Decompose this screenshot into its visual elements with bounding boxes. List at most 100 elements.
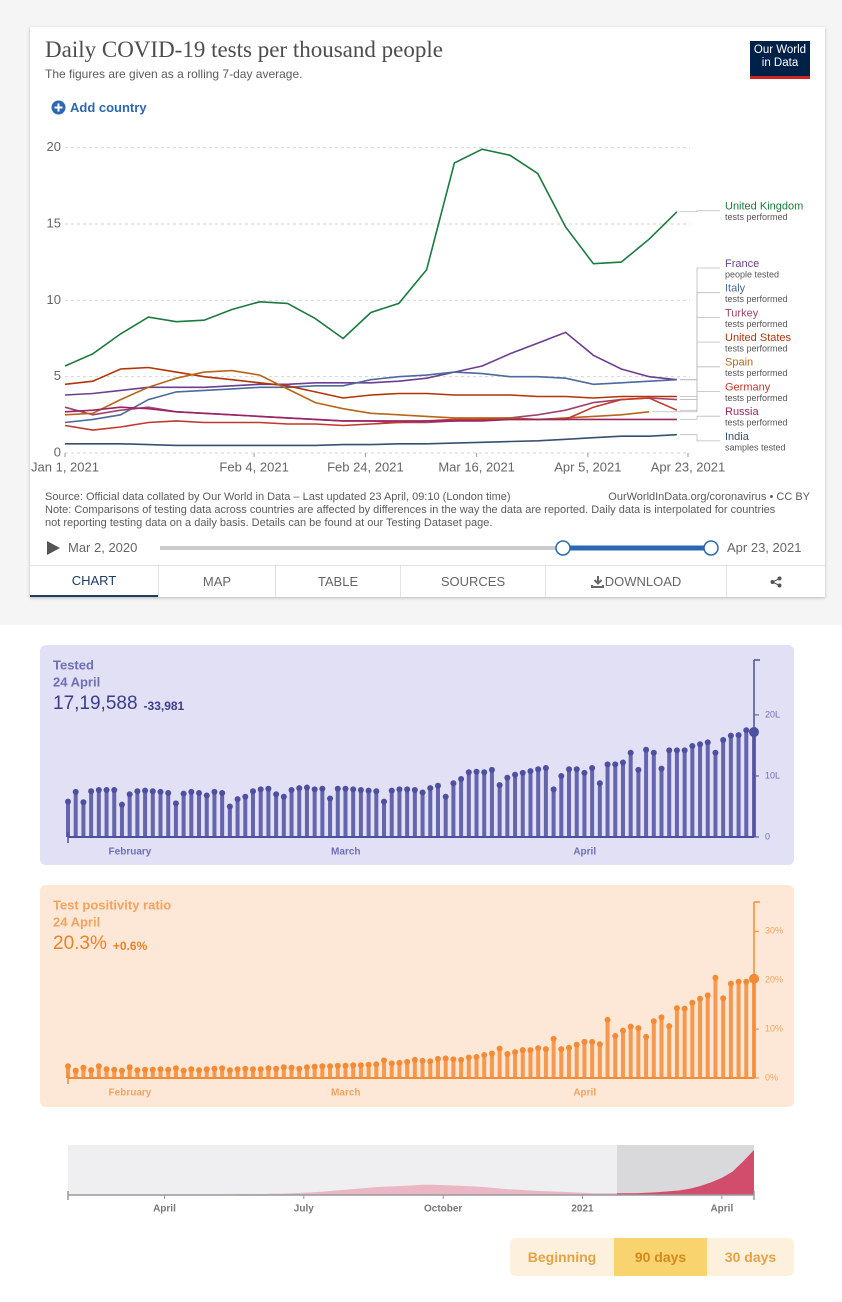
bar: [620, 1030, 625, 1078]
y-tick-label: 30%: [765, 926, 783, 936]
bar: [189, 1069, 194, 1078]
bar: [551, 1038, 556, 1078]
panel-change: -33,981: [144, 699, 185, 713]
bar: [112, 790, 117, 837]
bar: [682, 750, 687, 837]
bar-dot: [434, 1055, 441, 1062]
bar-dot: [311, 1063, 318, 1070]
x-tick-label: 2021: [571, 1204, 594, 1215]
bar-dot: [673, 747, 680, 754]
bar-dot: [257, 1066, 264, 1073]
bar-dot: [627, 1023, 634, 1030]
bar: [513, 774, 518, 837]
range-button[interactable]: 30 days: [707, 1238, 794, 1276]
bar-dot: [749, 973, 759, 984]
line-series: [64, 148, 678, 367]
range-button[interactable]: Beginning: [510, 1238, 614, 1276]
bar-dot: [619, 1027, 626, 1034]
tab[interactable]: DOWNLOAD: [545, 566, 726, 597]
play-button[interactable]: [45, 540, 61, 556]
bar: [358, 1065, 363, 1078]
bar: [574, 1044, 579, 1078]
bar: [651, 1021, 656, 1078]
bar: [474, 771, 479, 837]
bar: [312, 1066, 317, 1078]
bar: [320, 1066, 325, 1078]
bar: [744, 730, 749, 837]
tab-label: MAP: [202, 574, 232, 589]
bar-dot: [658, 1014, 665, 1021]
bar-dot: [172, 1065, 179, 1072]
bar: [135, 791, 140, 837]
bar-dot: [442, 1055, 449, 1062]
bar: [304, 787, 309, 837]
bar-dot: [350, 786, 357, 793]
bar: [636, 1028, 641, 1078]
bar-dot: [743, 978, 750, 985]
bar: [551, 789, 556, 837]
bar: [158, 791, 163, 837]
bar-dot: [303, 784, 310, 791]
bar-dot: [342, 1062, 349, 1069]
bar: [197, 793, 202, 837]
bar: [659, 768, 664, 837]
bar-dot: [535, 766, 542, 773]
bar-dot: [334, 1062, 341, 1069]
y-tick-label: 10%: [765, 1023, 783, 1033]
plus-icon: [51, 100, 66, 115]
bar: [89, 1070, 94, 1078]
bar-dot: [396, 1059, 403, 1066]
bar: [574, 769, 579, 837]
range-button[interactable]: 90 days: [614, 1238, 707, 1276]
bar: [705, 995, 710, 1078]
bar: [528, 771, 533, 837]
tab[interactable]: TABLE: [275, 566, 400, 597]
bar: [104, 790, 109, 837]
bar-dot: [196, 790, 203, 797]
bar-dot: [566, 1044, 573, 1051]
bar: [328, 1066, 333, 1078]
bar-dot: [504, 774, 511, 781]
bar-dot: [172, 800, 179, 807]
bar-dot: [388, 787, 395, 794]
bar: [736, 981, 741, 1078]
tab[interactable]: SOURCES: [400, 566, 545, 597]
bar-dot: [473, 768, 480, 775]
bar-dot: [72, 788, 79, 795]
share-tab[interactable]: [726, 566, 825, 597]
bar-dot: [735, 732, 742, 739]
bar: [297, 1068, 302, 1078]
leader-line: [679, 210, 720, 213]
bar: [135, 1070, 140, 1078]
bar: [66, 1066, 70, 1078]
x-tick-label: Apr 23, 2021: [651, 459, 725, 474]
bar: [335, 788, 340, 837]
bar-dot: [180, 1067, 187, 1074]
bar-dot: [619, 759, 626, 766]
chart-title: Daily COVID-19 tests per thousand people: [45, 37, 443, 62]
bar: [582, 1041, 587, 1078]
panel-date: 24 April: [53, 674, 100, 689]
bar-dot: [635, 1025, 642, 1032]
bar-dot: [427, 785, 434, 792]
leader-line: [679, 267, 720, 381]
bar-dot: [519, 769, 526, 776]
y-tick-label: 0: [765, 831, 770, 841]
area-selected: [617, 1150, 754, 1195]
panel-latest: 20.3%: [53, 933, 107, 954]
note-line: not reporting testing data on a daily ba…: [45, 517, 493, 529]
bar: [443, 796, 448, 837]
bar-dot: [88, 1067, 95, 1074]
tab[interactable]: CHART: [30, 566, 158, 597]
bar: [466, 772, 471, 837]
bar: [698, 998, 703, 1078]
bar-dot: [373, 788, 380, 795]
legend-note: tests performed: [725, 418, 788, 428]
bar-dot: [442, 793, 449, 800]
bar-dot: [735, 978, 742, 985]
bar: [605, 1019, 610, 1078]
y-tick-label: 15: [47, 215, 61, 230]
bar: [728, 735, 733, 837]
tab[interactable]: MAP: [158, 566, 275, 597]
add-country-button[interactable]: Add country: [51, 100, 147, 115]
